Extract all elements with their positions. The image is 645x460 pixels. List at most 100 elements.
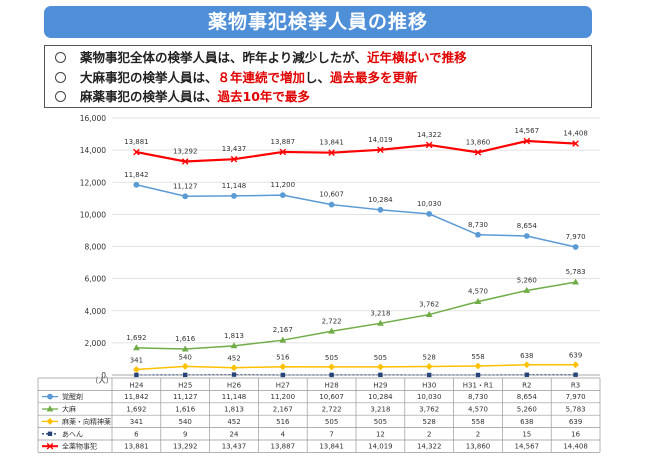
bullet-circle-icon	[55, 91, 66, 102]
data-point	[425, 363, 433, 370]
table-cell: 2	[427, 430, 431, 438]
x-category-label: H28	[325, 381, 339, 389]
data-label: 3,762	[419, 301, 439, 309]
data-label: 3,218	[370, 309, 390, 317]
data-point	[523, 286, 531, 293]
legend-label: 全薬物事犯	[62, 442, 97, 451]
table-cell: 7	[329, 430, 333, 438]
table-cell: 8,730	[468, 393, 488, 401]
data-label: 341	[130, 357, 143, 365]
bullet-text: 麻薬事犯の検挙人員は、	[80, 89, 218, 104]
x-category-label: H26	[227, 381, 242, 389]
data-label: 11,200	[271, 181, 296, 189]
table-cell: 2,167	[273, 406, 293, 414]
data-point	[328, 201, 335, 208]
table-cell: 558	[471, 418, 484, 426]
data-label: 13,881	[124, 138, 149, 146]
data-point	[523, 361, 531, 369]
data-point	[230, 342, 238, 349]
y-tick-label: 14,000	[80, 146, 106, 155]
data-point	[377, 146, 384, 154]
table-cell: 13,292	[173, 443, 198, 451]
x-category-label: H25	[178, 381, 192, 389]
table-cell: 11,148	[222, 393, 247, 401]
data-point	[183, 372, 188, 378]
data-label: 13,887	[271, 138, 296, 146]
data-point	[181, 362, 189, 370]
y-tick-label: 2,000	[85, 339, 107, 348]
series-line	[136, 363, 576, 371]
series-line	[136, 281, 576, 350]
y-tick-label: 12,000	[80, 178, 106, 187]
data-point	[377, 206, 384, 213]
data-point	[425, 310, 433, 317]
table-cell: 10,030	[417, 393, 442, 401]
table-cell: 13,881	[124, 443, 149, 451]
table-cell: 341	[130, 418, 143, 426]
data-point	[280, 372, 285, 378]
data-label: 10,607	[319, 191, 344, 199]
data-label: 5,783	[566, 268, 586, 276]
data-point	[524, 372, 529, 377]
data-point	[377, 363, 384, 371]
data-point	[474, 297, 482, 304]
data-point	[572, 244, 579, 250]
data-label: 10,284	[368, 196, 393, 204]
table-cell: 1,813	[224, 406, 244, 414]
summary-bullet: 薬物事犯全体の検挙人員は、昨年より減少したが、近年横ばいで推移	[55, 48, 591, 68]
table-cell: 8,654	[517, 393, 538, 401]
data-label: 7,970	[566, 233, 586, 241]
data-label: 505	[325, 354, 338, 362]
y-tick-label: 0	[101, 371, 106, 380]
data-point	[134, 372, 139, 378]
table-cell: 13,860	[466, 443, 491, 451]
table-cell: 10,284	[368, 393, 393, 401]
table-cell: 5,783	[566, 406, 586, 414]
bullet-highlight: 近年横ばいで推移	[367, 50, 467, 65]
data-label: 14,567	[515, 127, 540, 135]
bullet-text: 薬物事犯全体の検挙人員は、昨年より減少したが、	[80, 50, 368, 65]
legend-label: あへん	[62, 430, 83, 438]
data-point	[279, 336, 287, 343]
x-category-label: H30	[422, 381, 436, 389]
data-point	[279, 192, 286, 199]
page-title: 薬物事犯検挙人員の推移	[44, 6, 592, 38]
y-tick-label: 8,000	[85, 243, 107, 252]
data-label: 1,692	[126, 334, 146, 342]
y-tick-label: 4,000	[85, 307, 107, 316]
table-cell: 3,218	[370, 406, 390, 414]
legend-marker	[47, 393, 53, 400]
table-cell: 14,322	[417, 443, 442, 451]
data-point	[230, 155, 238, 163]
data-label: 11,127	[173, 182, 198, 190]
y-tick-label: 10,000	[80, 210, 106, 219]
data-label: 516	[276, 354, 290, 362]
y-tick-label: 16,000	[80, 114, 106, 123]
y-tick-label: 6,000	[85, 275, 107, 284]
table-cell: 505	[374, 418, 387, 426]
data-point	[328, 327, 335, 334]
series-line	[136, 184, 576, 248]
data-label: 14,322	[417, 131, 442, 139]
summary-bullet: 大麻事犯の検挙人員は、８年連続で増加し、過去最多を更新	[55, 68, 591, 88]
bullet-circle-icon	[55, 71, 66, 83]
data-point	[474, 362, 482, 370]
table-cell: 16	[571, 430, 580, 438]
data-point	[425, 141, 433, 149]
table-cell: 638	[520, 418, 533, 426]
data-point	[329, 372, 334, 378]
data-label: 505	[374, 354, 387, 362]
data-point	[279, 148, 287, 156]
data-point	[328, 149, 335, 156]
summary-bullet: 麻薬事犯の検挙人員は、過去10年で最多	[55, 87, 591, 107]
data-label: 13,292	[173, 147, 198, 155]
series-line	[136, 139, 576, 163]
data-point	[231, 372, 237, 377]
data-point	[328, 363, 335, 371]
data-point	[523, 137, 531, 145]
data-point	[133, 344, 140, 351]
data-label: 10,030	[417, 200, 442, 208]
data-label: 11,148	[222, 182, 247, 190]
data-label: 528	[423, 354, 436, 362]
data-label: 1,813	[224, 332, 244, 340]
